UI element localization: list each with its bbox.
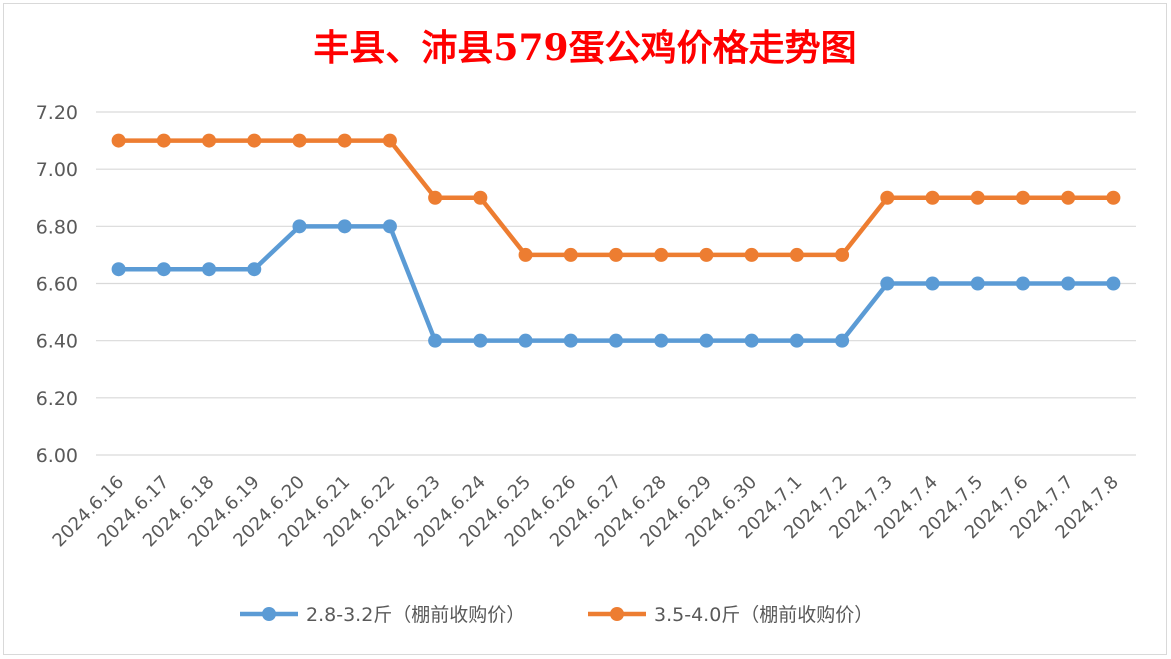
chart-title: 丰县、沛县579蛋公鸡价格走势图 (313, 27, 856, 69)
data-point (292, 219, 307, 234)
data-point (473, 190, 488, 205)
data-point (880, 276, 895, 291)
legend-marker (262, 607, 276, 621)
data-point (247, 262, 262, 277)
data-point (111, 133, 126, 148)
data-point (744, 247, 759, 262)
legend-marker (610, 607, 624, 621)
data-point (428, 190, 443, 205)
data-point (654, 247, 669, 262)
data-point (970, 190, 985, 205)
data-point (609, 247, 623, 262)
data-point (699, 247, 714, 262)
data-point (518, 247, 533, 262)
data-point (337, 133, 352, 148)
legend-item: 3.5-4.0斤（棚前收购价） (588, 604, 873, 626)
data-point (699, 333, 714, 348)
data-point (156, 133, 171, 148)
y-tick-label: 6.60 (36, 274, 78, 296)
gridlines (96, 111, 1136, 456)
data-point (789, 333, 804, 348)
data-point (744, 333, 759, 348)
data-point (337, 219, 352, 234)
data-point (292, 133, 307, 148)
data-point (247, 133, 262, 148)
data-point (1015, 190, 1030, 205)
data-point (1015, 276, 1030, 291)
series-line (118, 138, 1114, 258)
y-axis: 6.00 6.20 6.40 6.60 6.80 7.00 7.20 (36, 102, 78, 467)
data-point (970, 276, 985, 291)
data-point (428, 333, 443, 348)
data-point (202, 133, 217, 148)
data-point (518, 333, 533, 348)
x-axis: 2024.6.162024.6.172024.6.182024.6.192024… (49, 472, 1123, 552)
data-point (925, 190, 940, 205)
data-point (835, 247, 850, 262)
data-point (880, 190, 895, 205)
data-point (473, 333, 488, 348)
legend-label: 2.8-3.2斤（棚前收购价） (306, 604, 525, 626)
data-point (835, 333, 850, 348)
series-1 (111, 219, 1121, 348)
series-2 (111, 133, 1121, 262)
data-point (654, 333, 669, 348)
data-point (789, 247, 804, 262)
data-point (382, 219, 397, 234)
y-tick-label: 6.80 (36, 216, 78, 238)
legend-label: 3.5-4.0斤（棚前收购价） (654, 604, 873, 626)
data-point (382, 133, 397, 148)
data-point (156, 262, 171, 277)
legend: 2.8-3.2斤（棚前收购价） 3.5-4.0斤（棚前收购价） (240, 604, 873, 626)
y-tick-label: 7.00 (36, 159, 78, 181)
data-point (111, 262, 126, 277)
series-lines (111, 133, 1121, 348)
data-point (563, 247, 578, 262)
y-tick-label: 6.00 (36, 445, 78, 467)
data-point (609, 333, 623, 348)
data-point (1106, 190, 1121, 205)
data-point (1061, 190, 1076, 205)
data-point (563, 333, 578, 348)
data-point (202, 262, 217, 277)
y-tick-label: 6.20 (36, 388, 78, 410)
y-tick-label: 7.20 (36, 102, 78, 124)
data-point (925, 276, 940, 291)
data-point (1106, 276, 1121, 291)
data-point (1061, 276, 1076, 291)
legend-item: 2.8-3.2斤（棚前收购价） (240, 604, 525, 626)
y-tick-label: 6.40 (36, 331, 78, 353)
